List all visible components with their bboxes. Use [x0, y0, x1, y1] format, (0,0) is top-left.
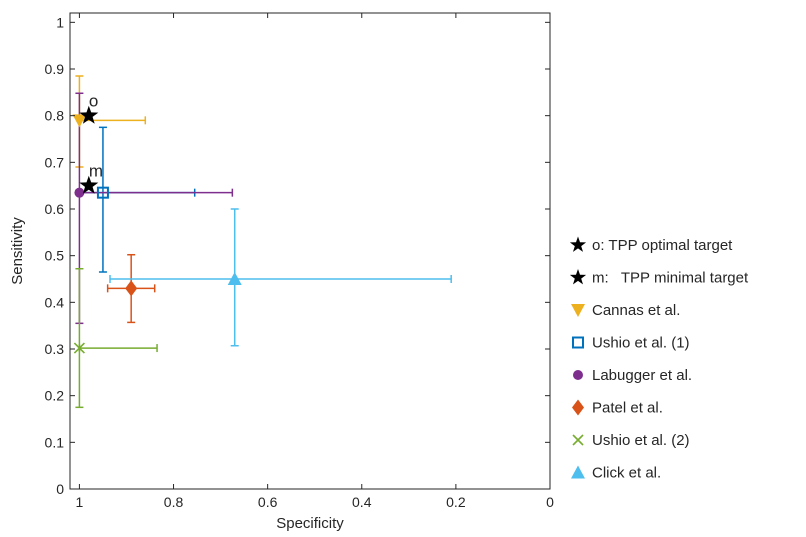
- y-tick-label: 0.1: [45, 434, 65, 450]
- legend-label: Patel et al.: [592, 400, 663, 417]
- legend-item: Labugger et al.: [573, 367, 692, 384]
- labugger-et-al-point: [74, 187, 85, 198]
- y-tick-label: 0.8: [45, 108, 65, 124]
- x-tick-label: 1: [76, 494, 84, 510]
- legend-marker-m-tpp-minimal-target: [569, 269, 587, 285]
- y-tick-label: 1: [56, 14, 64, 30]
- x-tick-label: 0.2: [446, 494, 466, 510]
- ushio-et-al-1-point: [96, 186, 109, 199]
- legend: o: TPP optimal target m: TPP minimal targ…: [569, 236, 749, 482]
- annotation-o: o: [89, 92, 98, 111]
- y-axis-label: Sensitivity: [9, 217, 26, 285]
- m-tpp-minimal-target-point: [79, 175, 99, 194]
- legend-label: Labugger et al.: [592, 367, 692, 384]
- legend-marker-labugger-et-al: [573, 370, 583, 380]
- legend-item: o: TPP optimal target: [569, 236, 733, 254]
- y-tick-label: 0: [56, 481, 64, 497]
- ushio-et-al-2-point: [73, 342, 85, 354]
- x-tick-label: 0.8: [164, 494, 184, 510]
- y-tick-label: 0.6: [45, 201, 65, 217]
- legend-item: Cannas et al.: [571, 302, 680, 319]
- x-marker-stroke: [73, 342, 85, 354]
- y-tick-label: 0.4: [45, 294, 65, 310]
- legend-item: Click et al.: [571, 465, 661, 482]
- legend-label: Ushio et al. (1): [592, 335, 690, 352]
- x-marker-stroke: [572, 434, 584, 446]
- y-tick-label: 0.9: [45, 61, 65, 77]
- y-tick-label: 0.5: [45, 248, 65, 264]
- legend-item: Ushio et al. (2): [572, 432, 690, 449]
- legend-label: Ushio et al. (2): [592, 432, 690, 449]
- legend-marker-click-et-al: [571, 465, 585, 479]
- legend-item: m: TPP minimal target: [569, 269, 749, 287]
- y-tick-label: 0.3: [45, 341, 65, 357]
- click-et-al-point: [227, 272, 242, 285]
- legend-marker-ushio-et-al-1: [572, 336, 584, 349]
- legend-marker-cannas-et-al: [571, 304, 585, 317]
- legend-marker-patel-et-al: [572, 399, 584, 416]
- x-tick-label: 0.6: [258, 494, 278, 510]
- cannas-et-al-point: [72, 114, 87, 128]
- legend-item: Patel et al.: [572, 399, 663, 417]
- legend-item: Ushio et al. (1): [572, 335, 690, 352]
- annotation-m: m: [89, 162, 103, 181]
- y-tick-label: 0.2: [45, 388, 65, 404]
- x-tick-label: 0: [546, 494, 554, 510]
- y-tick-label: 0.7: [45, 154, 65, 170]
- legend-marker-o-tpp-optimal-target: [569, 236, 587, 252]
- x-axis-label: Specificity: [276, 515, 344, 532]
- x-tick-label: 0.4: [352, 494, 372, 510]
- patel-et-al-point: [125, 280, 138, 297]
- legend-label: m: TPP minimal target: [592, 270, 749, 287]
- legend-label: Cannas et al.: [592, 302, 680, 319]
- legend-marker-ushio-et-al-2: [572, 434, 584, 446]
- plot-area: [69, 12, 551, 490]
- legend-label: Click et al.: [592, 465, 661, 482]
- legend-label: o: TPP optimal target: [592, 237, 733, 254]
- o-tpp-optimal-target-point: [79, 105, 99, 124]
